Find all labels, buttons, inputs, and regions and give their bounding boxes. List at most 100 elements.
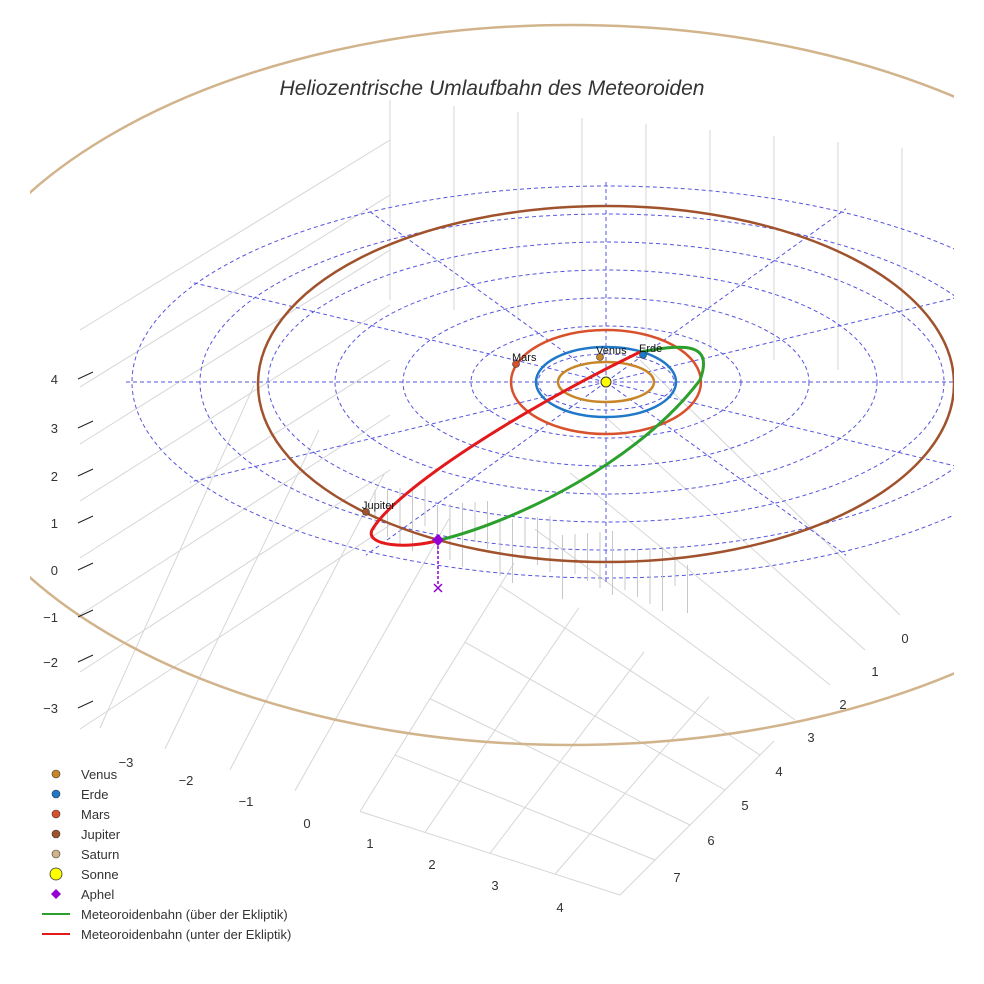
legend-item[interactable]: Jupiter bbox=[51, 827, 121, 842]
planet-jupiter-marker bbox=[362, 508, 370, 516]
legend-label: Meteoroidenbahn (über der Ekliptik) bbox=[81, 907, 288, 922]
ecliptic-spoke bbox=[605, 297, 954, 383]
y-tick-label: 4 bbox=[556, 900, 563, 915]
z-tick-mark bbox=[77, 654, 94, 663]
y-tick-label: 2 bbox=[428, 857, 435, 872]
orbit-mars bbox=[509, 328, 703, 436]
grid-line bbox=[554, 696, 710, 875]
legend-marker bbox=[49, 867, 63, 881]
z-tick-label: −1 bbox=[43, 610, 58, 625]
grid-line bbox=[79, 469, 391, 673]
x-tick-label: 2 bbox=[839, 697, 846, 712]
legend-item[interactable]: Aphel bbox=[51, 887, 114, 902]
tick-labels: 4 3 2 1 0 −1 −2 −3 −3 −2 −1 0 1 2 3 4 0 1 2 3 4 5 6 7 bbox=[43, 371, 909, 915]
y-tick-label: 0 bbox=[303, 816, 310, 831]
z-tick-mark bbox=[77, 562, 94, 571]
z-tick-label: −2 bbox=[43, 655, 58, 670]
grid-line bbox=[79, 414, 391, 616]
grid-line bbox=[229, 474, 385, 770]
legend-item[interactable]: Venus bbox=[51, 767, 118, 782]
legend-marker bbox=[51, 789, 61, 799]
z-tick-label: 3 bbox=[51, 421, 58, 436]
x-tick-label: 0 bbox=[901, 631, 908, 646]
legend-marker bbox=[51, 849, 61, 859]
y-tick-label: 1 bbox=[366, 836, 373, 851]
planet-venus-marker bbox=[596, 353, 604, 361]
sun-marker bbox=[600, 376, 612, 388]
x-tick-label: 3 bbox=[807, 730, 814, 745]
aphel-marker bbox=[432, 534, 444, 546]
meteoroid-orbit-above bbox=[439, 345, 705, 542]
ecliptic-reference-grid bbox=[126, 182, 954, 582]
grid-line bbox=[424, 607, 580, 833]
z-tick-mark bbox=[77, 609, 94, 618]
grid-line bbox=[489, 651, 645, 854]
axis-grid bbox=[79, 100, 903, 896]
legend-item[interactable]: Erde bbox=[51, 787, 108, 802]
legend-label: Sonne bbox=[81, 867, 119, 882]
z-tick-label: 1 bbox=[51, 516, 58, 531]
planet-erde-marker bbox=[639, 351, 647, 359]
z-tick-mark bbox=[77, 468, 94, 477]
legend-marker bbox=[51, 829, 61, 839]
z-tick-mark bbox=[77, 420, 94, 429]
legend-label: Saturn bbox=[81, 847, 119, 862]
legend[interactable]: Venus Erde Mars Jupiter Saturn Sonne Aphel Mete… bbox=[42, 767, 291, 942]
y-tick-label: −2 bbox=[179, 773, 194, 788]
legend-label: Erde bbox=[81, 787, 108, 802]
orbit-venus bbox=[556, 360, 656, 404]
legend-marker bbox=[51, 889, 61, 899]
grid-line bbox=[359, 562, 515, 812]
legend-item[interactable]: Saturn bbox=[51, 847, 119, 862]
grid-line bbox=[99, 385, 255, 729]
aphel-projection bbox=[433, 583, 443, 593]
orbit-jupiter bbox=[256, 204, 954, 564]
meteoroid-orbit bbox=[369, 345, 705, 547]
legend-label: Meteoroidenbahn (unter der Ekliptik) bbox=[81, 927, 291, 942]
grid-line bbox=[164, 429, 320, 750]
legend-label: Venus bbox=[81, 767, 118, 782]
y-tick-label: −1 bbox=[239, 794, 254, 809]
grid-line bbox=[79, 524, 391, 730]
z-tick-label: 4 bbox=[51, 372, 58, 387]
markers: Venus Erde Mars Jupiter bbox=[362, 343, 662, 593]
ecliptic-spoke bbox=[605, 381, 954, 467]
planet-mars-label: Mars bbox=[512, 352, 537, 364]
chart-title: Heliozentrische Umlaufbahn des Meteoroid… bbox=[280, 77, 705, 100]
grid-line bbox=[79, 194, 391, 388]
legend-item[interactable]: Sonne bbox=[49, 867, 119, 882]
y-tick-label: 3 bbox=[491, 878, 498, 893]
legend-item[interactable]: Meteoroidenbahn (über der Ekliptik) bbox=[42, 907, 288, 922]
grid-line bbox=[639, 359, 901, 616]
planet-jupiter-label: Jupiter bbox=[362, 500, 395, 512]
planet-venus-label: Venus bbox=[596, 345, 627, 357]
z-tick-mark bbox=[77, 371, 94, 380]
legend-item[interactable]: Meteoroidenbahn (unter der Ekliptik) bbox=[42, 927, 291, 942]
orbit-erde bbox=[534, 345, 678, 419]
legend-label: Mars bbox=[81, 807, 110, 822]
y-tick-label: −3 bbox=[119, 755, 134, 770]
grid-line bbox=[79, 249, 391, 445]
legend-item[interactable]: Mars bbox=[51, 807, 110, 822]
z-tick-mark bbox=[77, 515, 94, 524]
ecliptic-spoke bbox=[190, 381, 607, 483]
x-tick-label: 5 bbox=[741, 798, 748, 813]
ecliptic-spoke bbox=[190, 281, 607, 383]
grid-line bbox=[79, 139, 391, 331]
planet-erde-label: Erde bbox=[639, 343, 662, 355]
meteoroid-orbit-below bbox=[369, 350, 641, 547]
planet-mars-marker bbox=[512, 360, 520, 368]
z-tick-label: 0 bbox=[51, 563, 58, 578]
grid-line bbox=[79, 359, 391, 559]
legend-label: Jupiter bbox=[81, 827, 121, 842]
x-tick-label: 1 bbox=[871, 664, 878, 679]
grid-line bbox=[294, 518, 450, 791]
orbit-saturn bbox=[30, 23, 954, 747]
z-tick-label: 2 bbox=[51, 469, 58, 484]
legend-label: Aphel bbox=[81, 887, 114, 902]
legend-marker bbox=[51, 769, 61, 779]
legend-marker bbox=[51, 809, 61, 819]
x-tick-label: 7 bbox=[673, 870, 680, 885]
grid-line bbox=[569, 472, 831, 686]
